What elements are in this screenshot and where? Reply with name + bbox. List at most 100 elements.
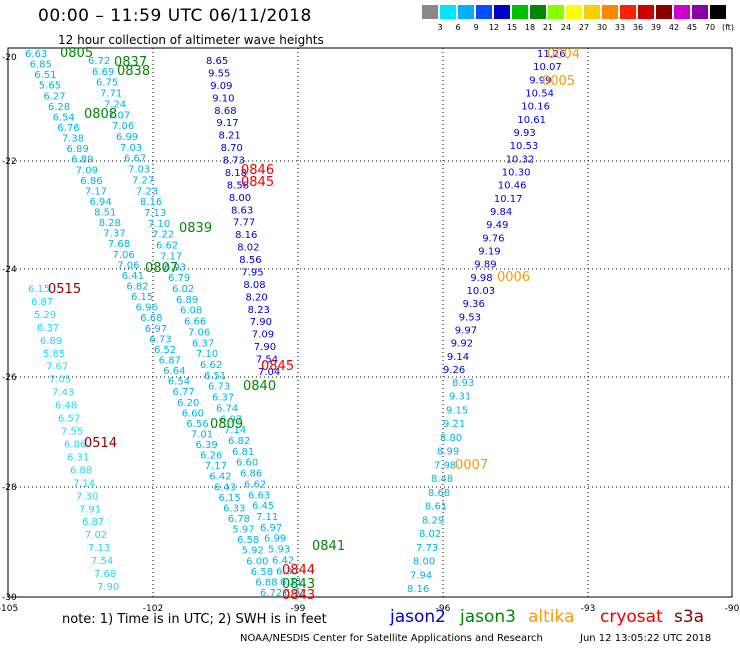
wave-height-value: 7.22 <box>152 230 174 241</box>
wave-height-value: 6.81 <box>232 447 254 458</box>
wave-height-value: 8.16 <box>140 197 162 208</box>
wave-height-value: 7.24 <box>104 99 126 110</box>
legend-swatch <box>440 5 456 19</box>
wave-height-value: 6.76 <box>57 123 79 134</box>
map-frame <box>7 47 733 598</box>
legend-label: 15 <box>506 23 518 32</box>
wave-height-value: 8.02 <box>419 529 441 540</box>
legend-label: 39 <box>650 23 662 32</box>
wave-height-value: 7.14 <box>224 425 246 436</box>
wave-height-value: 8.51 <box>94 208 116 219</box>
legend-label: 33 <box>614 23 626 32</box>
legend-label: 70 <box>704 23 716 32</box>
legend-swatch <box>710 5 726 19</box>
wave-height-value: 6.77 <box>173 387 195 398</box>
wave-height-value: 7.94 <box>410 570 432 581</box>
wave-height-value: 6.79 <box>168 273 190 284</box>
wave-height-value: 6.42 <box>209 472 231 483</box>
pass-time-tag: 0005 <box>542 74 575 89</box>
wave-height-value: 8.68 <box>214 106 236 117</box>
wave-height-value: 6.15 <box>219 493 241 504</box>
pass-time-tag: 0846 <box>241 163 274 178</box>
satellite-label-cryosat: cryosat <box>600 607 663 627</box>
wave-height-value: 10.03 <box>467 286 496 297</box>
wave-height-value: 6.86 <box>80 176 102 187</box>
wave-height-value: 9.31 <box>449 392 471 403</box>
wave-height-value: 10.32 <box>506 154 535 165</box>
pass-time-tag: 0844 <box>282 563 315 578</box>
legend-swatch <box>620 5 636 19</box>
wave-height-value: 7.10 <box>196 349 218 360</box>
legend-label: 30 <box>596 23 608 32</box>
wave-height-value: 7.11 <box>256 512 278 523</box>
y-tick-label: -30 <box>2 593 17 603</box>
satellite-label-s3a: s3a <box>674 607 705 627</box>
wave-height-value: 6.66 <box>184 317 206 328</box>
wave-height-value: 9.15 <box>446 406 468 417</box>
wave-height-value: 6.15 <box>131 292 153 303</box>
wave-height-value: 7.54 <box>256 355 278 366</box>
wave-height-value: 7.90 <box>250 317 272 328</box>
wave-height-value: 11.26 <box>537 49 566 60</box>
wave-height-value: 7.54 <box>91 556 113 567</box>
wave-height-value: 6.30 <box>276 566 298 577</box>
wave-height-value: 6.15 <box>28 284 50 295</box>
wave-height-value: 8.70 <box>221 143 243 154</box>
wave-height-value: 6.78 <box>228 514 250 525</box>
wave-height-value: 10.61 <box>517 115 546 126</box>
wave-height-value: 9.21 <box>443 419 465 430</box>
wave-height-value: 6.87 <box>82 517 104 528</box>
wave-height-value: 5.92 <box>242 546 264 557</box>
y-tick-label: -24 <box>2 265 17 275</box>
wave-height-value: 8.61 <box>425 502 447 513</box>
wave-height-value: 7.23 <box>136 186 158 197</box>
x-tick-label: -93 <box>581 604 596 614</box>
wave-height-value: 6.51 <box>34 70 56 81</box>
wave-height-value: 8.08 <box>243 280 265 291</box>
wave-height-value: 7.71 <box>100 89 122 100</box>
wave-height-value: 8.20 <box>246 292 268 303</box>
pass-time-tag: 0515 <box>48 282 81 297</box>
wave-height-value: 7.09 <box>76 165 98 176</box>
wave-height-value: 6.26 <box>200 451 222 462</box>
wave-height-value: 8.68 <box>428 488 450 499</box>
wave-height-value: 7.06 <box>188 327 210 338</box>
wave-height-value: 6.97 <box>220 414 242 425</box>
wave-height-value: 6.37 <box>37 323 59 334</box>
wave-height-value: 6.54 <box>53 112 75 123</box>
wave-height-value: 6.62 <box>200 360 222 371</box>
pass-time-tag: 0840 <box>243 379 276 394</box>
wave-height-value: 9.10 <box>212 93 234 104</box>
wave-height-value: 5.65 <box>39 81 61 92</box>
legend-label: 12 <box>488 23 500 32</box>
wave-height-value: 6.57 <box>58 414 80 425</box>
wave-height-value: 8.73 <box>223 156 245 167</box>
wave-height-value: 6.92 <box>284 588 306 599</box>
wave-height-value: 6.94 <box>90 197 112 208</box>
wave-height-value: 6.85 <box>30 60 52 71</box>
wave-height-value: 7.10 <box>148 219 170 230</box>
legend-label: 3 <box>437 23 443 32</box>
wave-height-value: 8.16 <box>235 230 257 241</box>
legend-label: 18 <box>524 23 536 32</box>
wave-height-value: 6.93 <box>164 262 186 273</box>
pass-time-tag: 0808 <box>84 107 117 122</box>
wave-height-value: 7.37 <box>103 229 125 240</box>
wave-height-value: 8.21 <box>219 131 241 142</box>
wave-height-value: 7.17 <box>160 251 182 262</box>
y-tick-label: -28 <box>2 483 17 493</box>
wave-height-value: 6.86 <box>240 469 262 480</box>
map-title: 00:00 – 11:59 UTC 06/11/2018 <box>38 6 312 26</box>
wave-height-value: 9.84 <box>490 207 512 218</box>
wave-height-value: 7.06 <box>112 121 134 132</box>
wave-height-value: 10.54 <box>525 89 554 100</box>
legend-swatch <box>656 5 672 19</box>
wave-height-value: 8.65 <box>206 56 228 67</box>
wave-height-value: 7.07 <box>108 110 130 121</box>
wave-height-value: 6.96 <box>136 303 158 314</box>
wave-height-value: 6.99 <box>264 534 286 545</box>
legend-swatch <box>674 5 690 19</box>
wave-height-value: 8.18 <box>225 168 247 179</box>
wave-height-value: 10.17 <box>494 194 523 205</box>
wave-height-value: 10.16 <box>521 102 550 113</box>
